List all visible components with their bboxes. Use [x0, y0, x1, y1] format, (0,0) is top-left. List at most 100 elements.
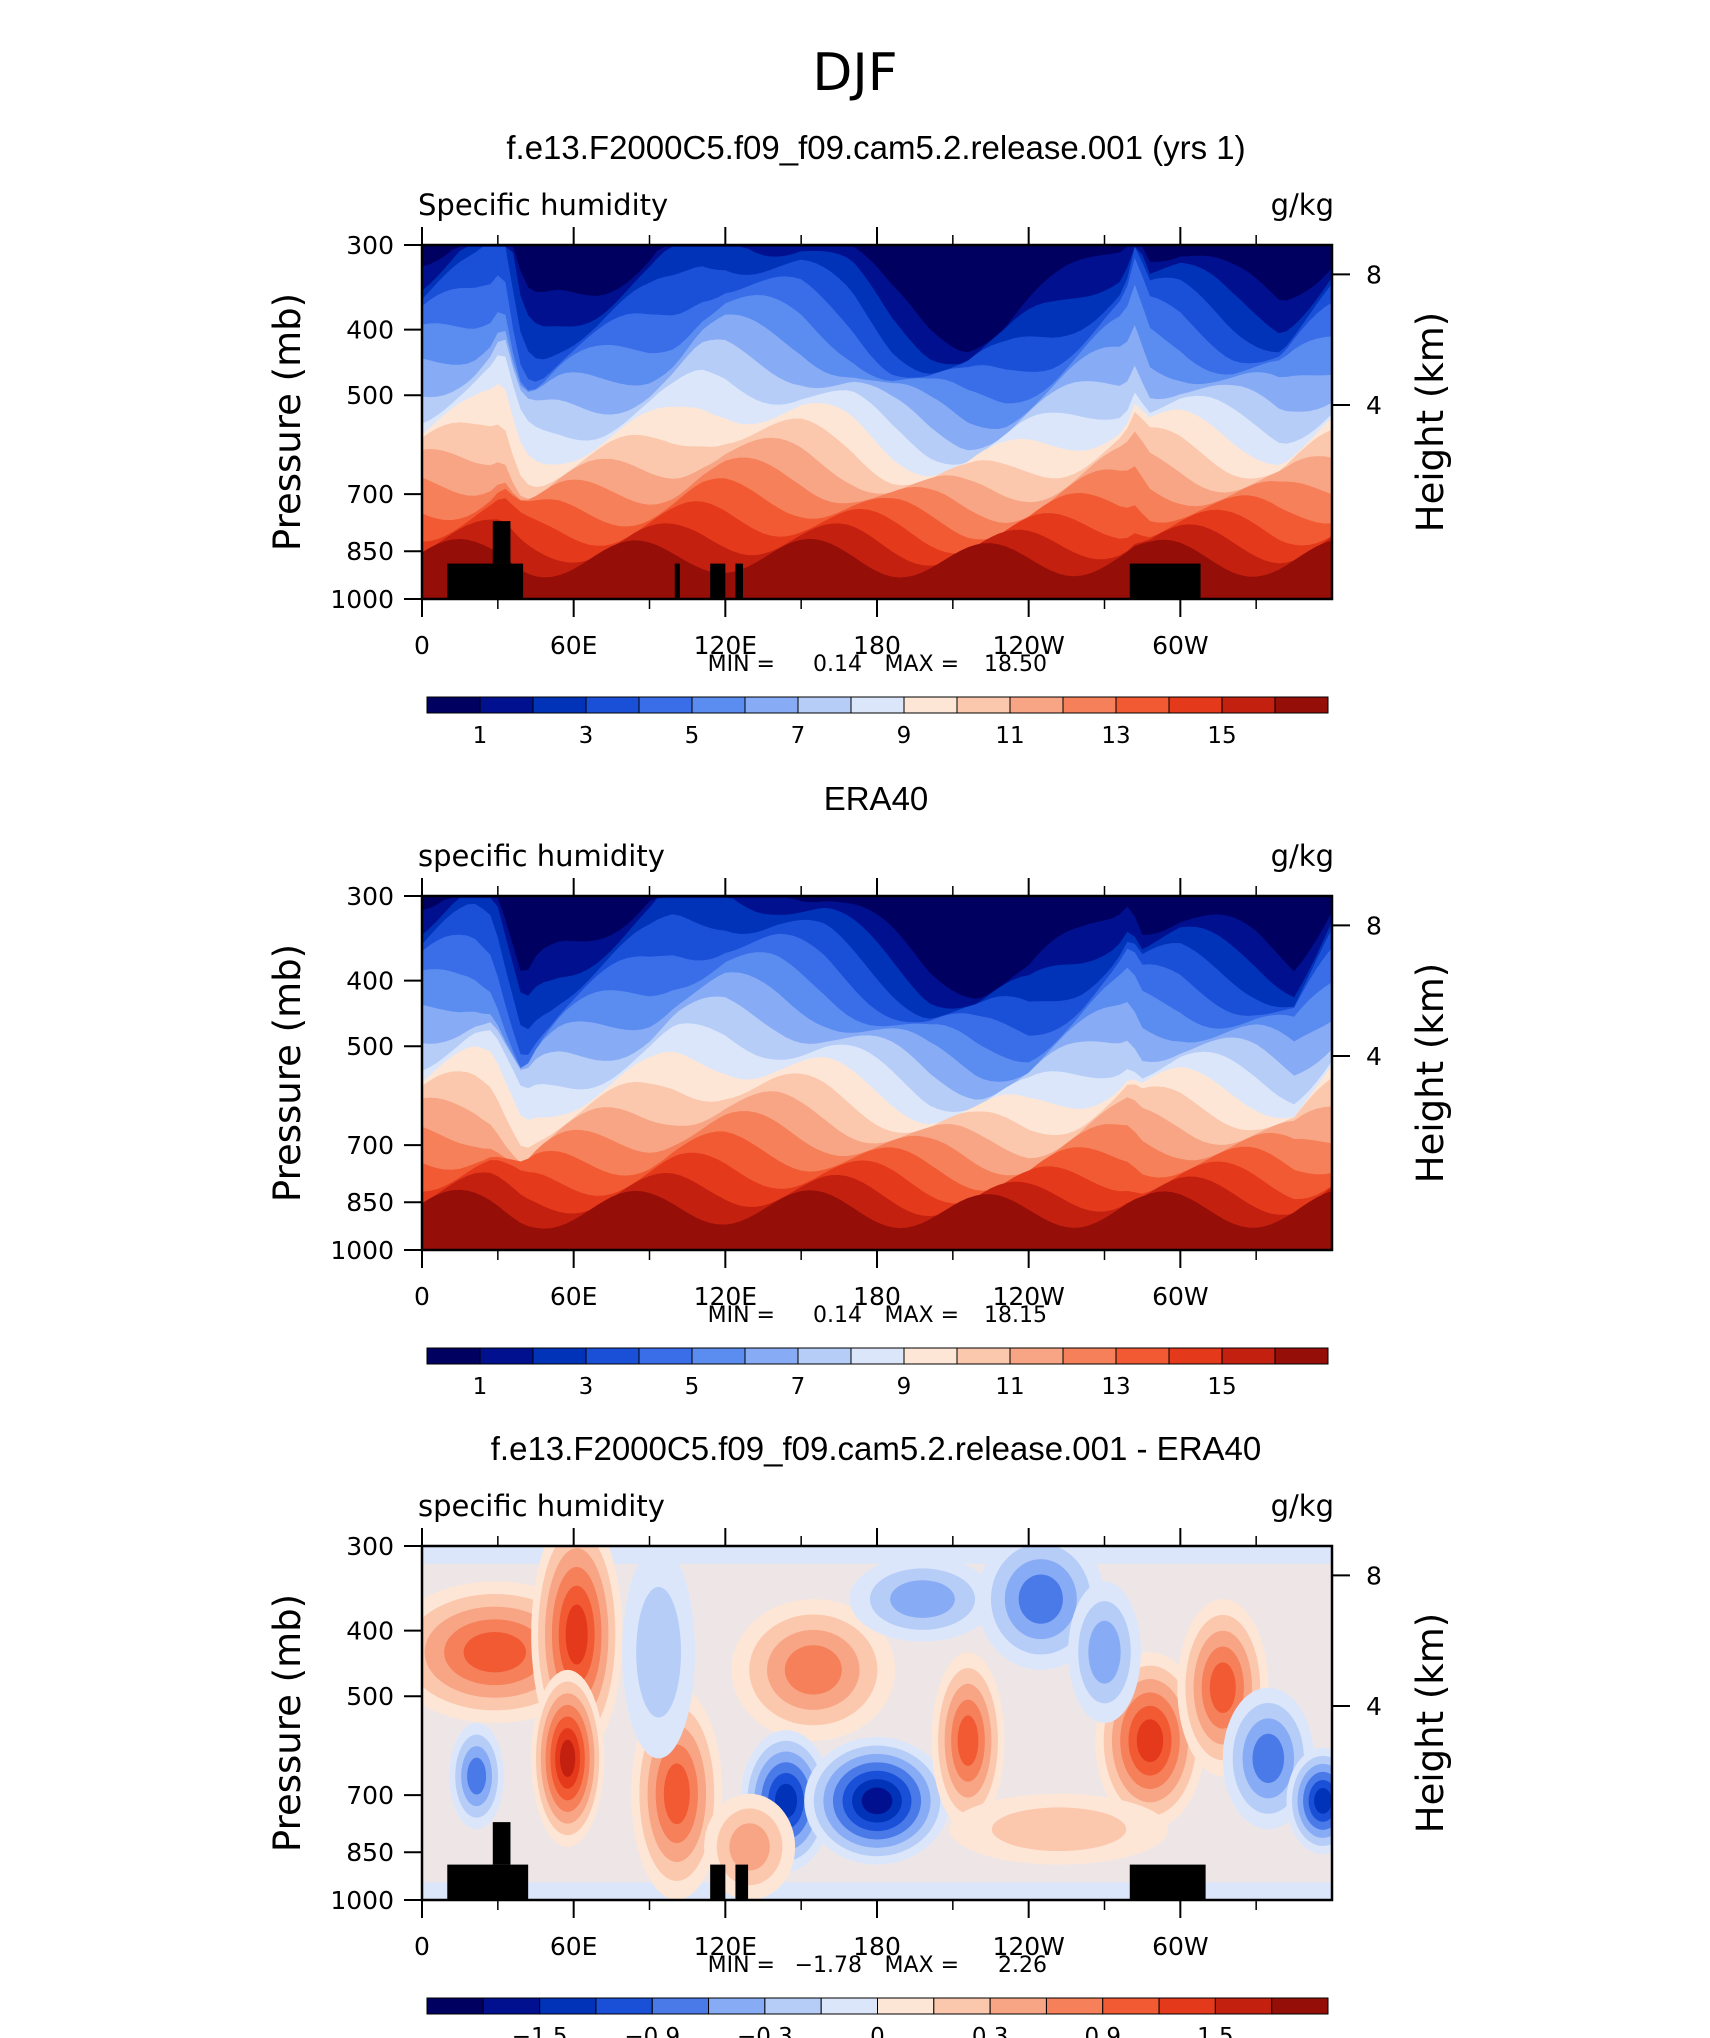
colorbar-label: 3	[579, 723, 594, 749]
x-tick-label: 120E	[694, 631, 758, 660]
y-tick-label: 500	[346, 1032, 394, 1061]
max-label: MAX =	[884, 652, 959, 677]
contour-band	[422, 538, 1332, 599]
min-value: 0.14	[813, 652, 862, 677]
season-title: DJF	[812, 43, 897, 103]
x-tick-label: 60W	[1152, 631, 1209, 660]
colorbar-box	[532, 1347, 587, 1365]
panel-title: f.e13.F2000C5.f09_f09.cam5.2.release.001…	[506, 129, 1245, 166]
panel-title: ERA40	[824, 780, 929, 817]
x-tick-label: 60E	[550, 1932, 598, 1961]
y-tick-label: 1000	[330, 585, 394, 614]
chart-panel: f.e13.F2000C5.f09_f09.cam5.2.release.001…	[266, 1430, 1452, 2038]
units-label: g/kg	[1271, 188, 1334, 222]
max-value: 2.26	[998, 1953, 1047, 1978]
contour-field	[422, 896, 1332, 1250]
y-right-tick-label: 8	[1366, 260, 1382, 289]
panel-title: f.e13.F2000C5.f09_f09.cam5.2.release.001…	[491, 1430, 1262, 1467]
x-tick-label: 60E	[550, 1282, 598, 1311]
contour-band	[467, 1757, 487, 1795]
y-right-tick-label: 4	[1366, 391, 1382, 420]
colorbar-label: 7	[791, 723, 806, 749]
colorbar-box	[651, 1997, 710, 2015]
contour-band	[890, 1580, 955, 1618]
y-tick-label: 400	[346, 316, 394, 345]
topography-mask	[492, 1822, 511, 1865]
variable-label: specific humidity	[418, 839, 665, 873]
colorbar-box	[1009, 696, 1064, 714]
contour-field	[422, 1546, 1332, 1900]
x-tick-label: 120E	[694, 1282, 758, 1311]
colorbar-label: 11	[995, 723, 1024, 749]
colorbar-box	[482, 1997, 541, 2015]
min-label: MIN =	[708, 1303, 775, 1328]
colorbar-label: 3	[579, 1374, 594, 1400]
colorbar-box	[797, 696, 852, 714]
colorbar-box	[933, 1997, 991, 2015]
colorbar-label: 0	[870, 2024, 885, 2038]
colorbar-label: 1	[473, 723, 488, 749]
colorbar-box	[1274, 696, 1329, 714]
colorbar-box	[903, 696, 958, 714]
colorbar-box	[1168, 696, 1223, 714]
y-tick-label: 500	[346, 381, 394, 410]
y-tick-label: 850	[346, 1838, 394, 1867]
colorbar-box	[1115, 1347, 1170, 1365]
colorbar-label: 11	[995, 1374, 1024, 1400]
y-axis-title: Pressure (mb)	[266, 293, 309, 551]
colorbar-box	[479, 696, 534, 714]
x-tick-label: 120E	[694, 1932, 758, 1961]
colorbar-box	[1214, 1997, 1273, 2015]
y-tick-label: 700	[346, 1781, 394, 1810]
topography-mask	[674, 563, 680, 599]
contour-band	[663, 1763, 690, 1825]
colorbar-label: 0.9	[1084, 2024, 1121, 2038]
colorbar-label: 15	[1207, 723, 1236, 749]
colorbar-box	[1009, 1347, 1064, 1365]
colorbar-box	[744, 696, 799, 714]
max-value: 18.15	[984, 1303, 1047, 1328]
colorbar-box	[691, 1347, 746, 1365]
topography-mask	[1129, 1864, 1206, 1900]
colorbar-label: 9	[897, 1374, 912, 1400]
contour-band	[1314, 1788, 1332, 1814]
x-tick-label: 180	[853, 631, 901, 660]
max-value: 18.50	[984, 652, 1047, 677]
colorbar-box	[1115, 696, 1170, 714]
colorbar-box	[1168, 1347, 1223, 1365]
x-tick-label: 180	[853, 1282, 901, 1311]
min-label: MIN =	[708, 652, 775, 677]
colorbar-label: 7	[791, 1374, 806, 1400]
min-label: MIN =	[708, 1953, 775, 1978]
y-tick-label: 300	[346, 231, 394, 260]
colorbar-label: 5	[685, 1374, 700, 1400]
x-tick-label: 0	[414, 631, 430, 660]
y-tick-label: 400	[346, 967, 394, 996]
y-tick-label: 850	[346, 537, 394, 566]
contour-band	[636, 1586, 681, 1718]
colorbar-box	[877, 1997, 935, 2015]
colorbar-box	[1102, 1997, 1160, 2015]
topography-mask	[710, 1864, 726, 1900]
contour-band	[1088, 1620, 1121, 1684]
y-tick-label: 850	[346, 1188, 394, 1217]
colorbar-box	[1158, 1997, 1216, 2015]
colorbar-box	[585, 1347, 640, 1365]
topography-mask	[492, 521, 511, 564]
units-label: g/kg	[1271, 839, 1334, 873]
colorbar-label: −1.5	[512, 2024, 568, 2038]
max-label: MAX =	[884, 1953, 959, 1978]
colorbar-box	[595, 1997, 653, 2015]
y-right-axis-title: Height (km)	[1409, 1613, 1452, 1833]
x-tick-label: 60E	[550, 631, 598, 660]
colorbar-label: 15	[1207, 1374, 1236, 1400]
contour-band	[463, 1631, 526, 1673]
colorbar-box	[1062, 1347, 1117, 1365]
colorbar-box	[539, 1997, 597, 2015]
colorbar-label: 5	[685, 723, 700, 749]
y-right-tick-label: 4	[1366, 1042, 1382, 1071]
colorbar-box	[1274, 1347, 1329, 1365]
colorbar-box	[708, 1997, 766, 2015]
colorbar-box	[903, 1347, 958, 1365]
